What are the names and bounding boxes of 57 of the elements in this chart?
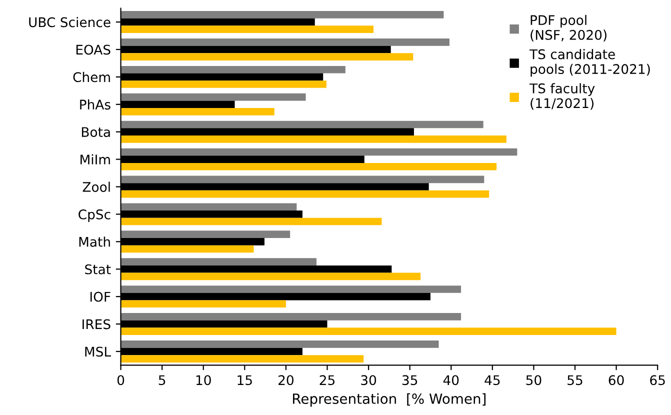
bar: [120, 120, 484, 128]
bar: [120, 340, 439, 348]
bar: [120, 108, 274, 116]
x-tick-label: 10: [196, 375, 211, 386]
bar: [120, 80, 326, 88]
bar: [120, 328, 616, 335]
x-tick-label: 30: [361, 375, 376, 386]
bar: [120, 355, 364, 362]
bar: [120, 286, 462, 293]
bar: [120, 136, 506, 143]
bar: [120, 258, 317, 266]
bar: [120, 203, 297, 211]
x-tick-label: 35: [402, 375, 418, 386]
y-tick-label: EOAS: [76, 44, 110, 55]
y-tick-label: MiIm: [80, 154, 110, 164]
x-tick-label: 45: [484, 375, 500, 386]
bar: [120, 11, 444, 18]
y-tick-label: IOF: [90, 292, 110, 302]
x-tick-label: 50: [526, 375, 542, 386]
bar: [120, 38, 450, 46]
x-tick-label: 65: [650, 375, 665, 386]
x-tick-label: 25: [320, 375, 334, 386]
x-tick-label: 15: [238, 375, 252, 386]
y-tick-label: Math: [79, 236, 110, 247]
y-tick-label: MSL: [85, 346, 111, 357]
y-tick-label: Bota: [82, 127, 110, 138]
x-tick-label: 20: [278, 375, 294, 386]
legend-label: PDF pool (NSF, 2020): [530, 14, 606, 42]
legend-label: TS faculty (11/2021): [529, 83, 595, 110]
x-tick-label: 55: [568, 375, 582, 386]
y-tick-label: UBC Science: [29, 17, 110, 28]
bar: [120, 66, 346, 74]
y-tick-label: CpSc: [78, 209, 110, 222]
bar: [120, 300, 286, 308]
x-tick-label: 60: [608, 375, 624, 386]
bar: [120, 218, 382, 226]
bar: [120, 245, 254, 253]
y-tick-label: Chem: [73, 72, 110, 82]
bar: [120, 148, 518, 156]
bar: [120, 190, 490, 198]
x-axis-title: Representation [% Women]: [293, 393, 486, 407]
bar: [120, 53, 414, 60]
bar: [120, 272, 421, 280]
x-tick-label: 40: [443, 375, 459, 386]
x-tick-label: 0: [117, 375, 124, 386]
y-tick-label: IRES: [82, 319, 110, 330]
bar: [120, 176, 484, 184]
bar: [120, 93, 306, 101]
y-tick-label: Zool: [82, 182, 110, 192]
y-tick-label: PhAs: [80, 99, 110, 110]
bar: [120, 313, 462, 320]
legend-label: TS candidate pools (2011-2021): [529, 49, 650, 77]
bar: [120, 162, 497, 170]
x-tick-label: 5: [158, 375, 166, 386]
bar: [120, 26, 374, 34]
bar: [120, 230, 290, 238]
y-tick-label: Stat: [85, 264, 111, 274]
